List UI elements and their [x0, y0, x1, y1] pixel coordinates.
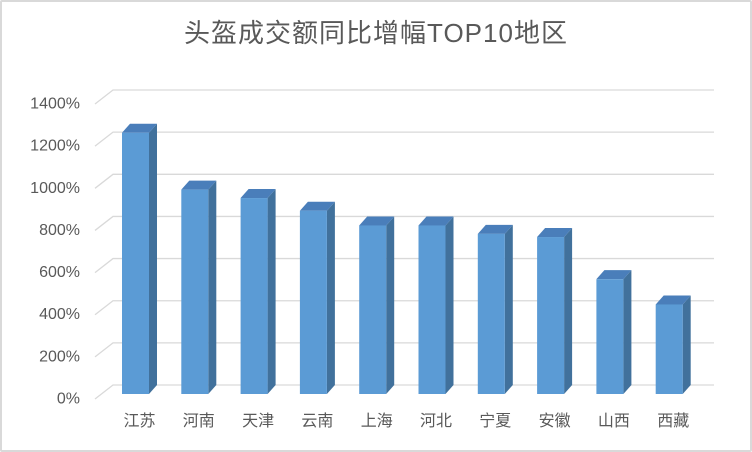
gridline — [94, 173, 714, 189]
bar-top-face — [596, 270, 632, 280]
x-axis-category-label: 上海 — [361, 412, 393, 430]
bar-front-face — [537, 237, 565, 394]
gridline — [94, 89, 714, 105]
bar-top-face — [359, 216, 395, 226]
bar-top-face — [655, 295, 691, 305]
bar-side-face — [326, 201, 335, 394]
x-axis-category-label: 江苏 — [123, 412, 155, 430]
bar-top-face — [477, 224, 513, 234]
bar-side-face — [564, 228, 573, 394]
x-axis-category-label: 山西 — [598, 412, 630, 430]
bar-front-face — [122, 132, 149, 394]
bar-front-face — [418, 225, 446, 394]
bar-front-face — [477, 233, 505, 394]
bar-side-face — [623, 270, 632, 394]
bar-front-face — [299, 210, 327, 394]
x-axis-category-label: 西藏 — [657, 412, 689, 430]
bar-front-face — [181, 189, 209, 394]
gridline — [94, 384, 714, 400]
bar-side-face — [267, 189, 276, 394]
bar-side-face — [208, 180, 217, 394]
bar-top-face — [122, 123, 157, 133]
gridline — [94, 342, 714, 358]
bar-side-face — [445, 216, 454, 394]
gridline — [94, 131, 714, 147]
x-axis-category-label: 宁夏 — [479, 412, 511, 430]
bar-side-face — [386, 216, 395, 394]
gridline — [94, 215, 714, 231]
x-axis-category-label: 安徽 — [539, 412, 571, 430]
bar-side-face — [149, 123, 157, 395]
bar-front-face — [359, 225, 387, 394]
bar-side-face — [504, 224, 513, 394]
y-axis-tick-label: 1200% — [30, 138, 80, 155]
y-axis-tick-label: 800% — [39, 222, 80, 239]
y-axis-tick-label: 0% — [57, 391, 80, 408]
bar-side-face — [682, 295, 691, 394]
x-axis-category-label: 天津 — [242, 412, 274, 430]
x-axis-category-label: 河南 — [183, 412, 215, 430]
y-axis-tick-label: 1000% — [30, 180, 80, 197]
gridline — [94, 300, 714, 316]
bar-top-face — [418, 216, 454, 226]
y-axis-tick-label: 200% — [39, 348, 80, 365]
bar-top-face — [299, 201, 335, 211]
x-axis-category-label: 云南 — [301, 412, 333, 430]
bar-top-face — [537, 228, 573, 238]
gridline — [94, 257, 714, 274]
bar-top-face — [181, 180, 217, 190]
y-axis-tick-label: 400% — [39, 306, 80, 323]
chart-title: 头盔成交额同比增幅TOP10地区 — [184, 18, 568, 48]
bar-front-face — [596, 279, 624, 394]
x-axis-category-label: 河北 — [420, 412, 452, 430]
bar-front-face — [655, 304, 683, 394]
y-axis-tick-label: 600% — [39, 264, 80, 281]
bar-front-face — [240, 198, 268, 394]
y-axis-tick-label: 1400% — [30, 96, 80, 113]
bar-top-face — [240, 189, 276, 199]
